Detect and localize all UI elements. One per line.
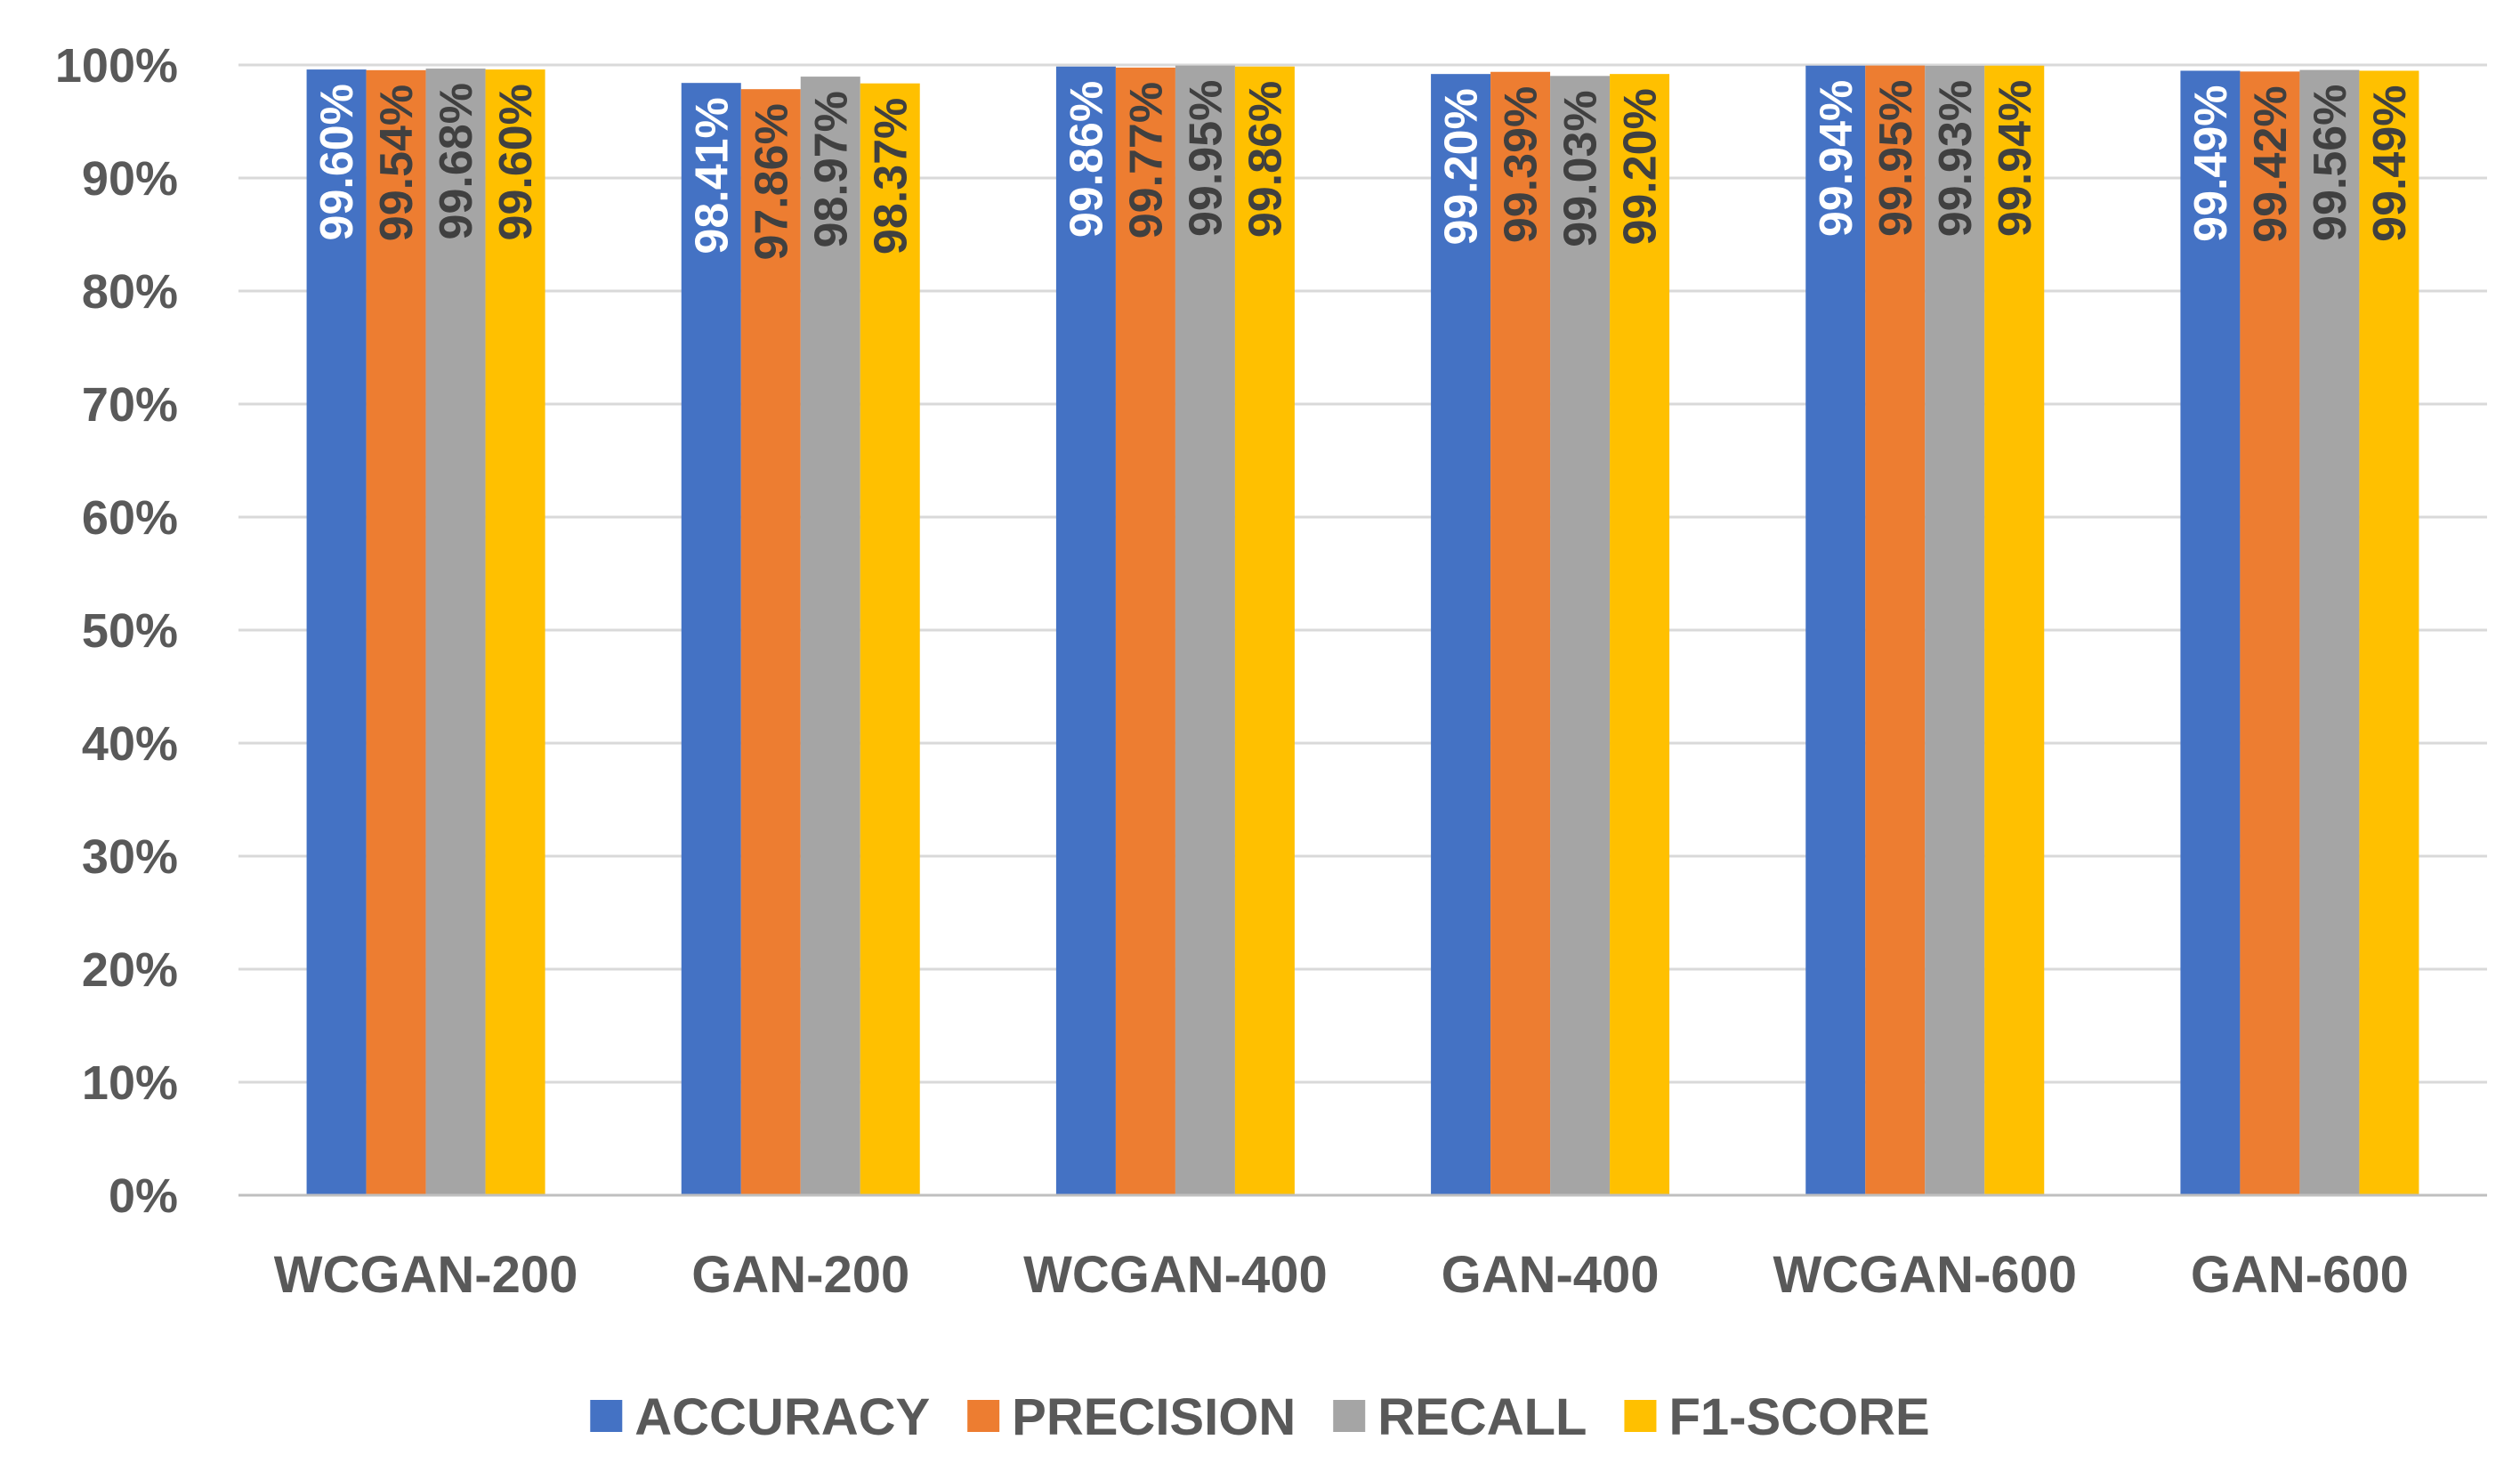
- legend-label: RECALL: [1377, 1388, 1587, 1446]
- y-tick-label: 80%: [82, 265, 178, 319]
- bar-f1-score-gan-200: [860, 83, 920, 1195]
- y-tick-label: 50%: [82, 604, 178, 658]
- data-label: 99.77%: [1120, 82, 1172, 239]
- y-tick-label: 10%: [82, 1056, 178, 1110]
- y-tick-label: 30%: [82, 830, 178, 884]
- x-tick-label: WCGAN-600: [1773, 1246, 2077, 1304]
- legend: ACCURACY PRECISION RECALL F1-SCORE: [590, 1388, 1930, 1446]
- bars: [306, 65, 2419, 1196]
- data-label: 98.97%: [805, 91, 857, 247]
- y-tick-label: 60%: [82, 491, 178, 545]
- x-tick-label: GAN-400: [1442, 1246, 1660, 1304]
- data-label: 97.86%: [746, 103, 797, 260]
- gridlines: [238, 63, 2487, 1084]
- data-label: 99.20%: [1615, 88, 1667, 245]
- y-tick-label: 70%: [82, 378, 178, 432]
- bar-accuracy-wcgan-600: [1805, 65, 1866, 1196]
- data-label: 99.54%: [371, 85, 423, 241]
- y-tick-label: 90%: [82, 152, 178, 206]
- bar-precision-gan-200: [740, 89, 801, 1196]
- data-label: 99.95%: [1180, 80, 1232, 237]
- bar-accuracy-gan-600: [2180, 70, 2241, 1195]
- bar-precision-wcgan-600: [1865, 65, 1926, 1195]
- bar-precision-gan-400: [1490, 71, 1551, 1196]
- legend-label: PRECISION: [1012, 1388, 1296, 1446]
- bar-accuracy-wcgan-200: [306, 69, 367, 1196]
- data-label: 99.86%: [1061, 81, 1112, 238]
- bar-precision-gan-600: [2240, 71, 2300, 1196]
- data-label: 99.49%: [2364, 85, 2416, 241]
- axes: 0% 10% 20% 30% 40% 50% 60% 70% 80% 90% 100% WCGAN-2…: [55, 39, 2487, 1304]
- y-tick-label: 40%: [82, 717, 178, 771]
- data-label: 99.60%: [490, 84, 542, 240]
- legend-item-recall: RECALL: [1333, 1388, 1587, 1446]
- bar-recall-wcgan-400: [1175, 65, 1235, 1195]
- data-label: 99.68%: [431, 83, 482, 239]
- bar-recall-wcgan-200: [425, 69, 486, 1196]
- data-label: 99.60%: [311, 84, 363, 240]
- data-label: 99.03%: [1555, 90, 1607, 247]
- legend-swatch: [590, 1400, 623, 1432]
- data-label: 98.41%: [686, 97, 738, 254]
- data-label: 99.86%: [1240, 81, 1291, 238]
- data-label: 98.37%: [865, 98, 917, 255]
- bar-precision-wcgan-400: [1115, 67, 1175, 1195]
- bar-recall-wcgan-600: [1925, 65, 1985, 1195]
- data-label: 99.93%: [1930, 80, 1982, 237]
- data-label: 99.56%: [2305, 85, 2356, 241]
- legend-item-accuracy: ACCURACY: [590, 1388, 930, 1446]
- bar-precision-wcgan-200: [366, 69, 426, 1195]
- bar-accuracy-gan-200: [681, 83, 741, 1196]
- bar-recall-gan-600: [2299, 69, 2360, 1195]
- legend-label: ACCURACY: [634, 1388, 930, 1446]
- legend-swatch: [1333, 1400, 1366, 1432]
- data-label: 99.49%: [2185, 85, 2237, 241]
- y-tick-label: 100%: [55, 39, 178, 93]
- data-label: 99.95%: [1870, 80, 1922, 237]
- legend-item-precision: PRECISION: [967, 1388, 1296, 1446]
- x-tick-label: WCGAN-200: [274, 1246, 578, 1304]
- bar-recall-gan-400: [1550, 76, 1611, 1196]
- legend-item-f1-score: F1-SCORE: [1624, 1388, 1930, 1446]
- bar-accuracy-gan-400: [1431, 74, 1491, 1195]
- data-label: 99.94%: [1990, 80, 2041, 237]
- bar-f1-score-wcgan-200: [485, 69, 545, 1196]
- bar-f1-score-wcgan-400: [1234, 66, 1295, 1196]
- data-label: 99.94%: [1811, 80, 1862, 237]
- legend-swatch: [1624, 1400, 1657, 1432]
- bar-f1-score-gan-400: [1610, 74, 1670, 1195]
- y-tick-label: 0%: [109, 1169, 178, 1223]
- bar-recall-gan-200: [800, 77, 860, 1195]
- y-tick-label: 20%: [82, 943, 178, 997]
- data-label: 99.42%: [2245, 85, 2297, 242]
- bar-accuracy-wcgan-400: [1055, 66, 1116, 1196]
- legend-swatch: [967, 1400, 1000, 1432]
- data-label: 99.20%: [1436, 88, 1488, 245]
- x-tick-label: WCGAN-400: [1023, 1246, 1328, 1304]
- x-tick-label: GAN-600: [2191, 1246, 2409, 1304]
- bar-f1-score-gan-600: [2359, 70, 2419, 1195]
- data-labels: 99.60% 99.54% 99.68% 99.60% 98.41% 97.86% 98.9…: [311, 80, 2416, 261]
- legend-label: F1-SCORE: [1668, 1388, 1929, 1446]
- data-label: 99.39%: [1496, 86, 1547, 243]
- x-tick-label: GAN-200: [691, 1246, 909, 1304]
- bar-f1-score-wcgan-600: [1984, 65, 2045, 1196]
